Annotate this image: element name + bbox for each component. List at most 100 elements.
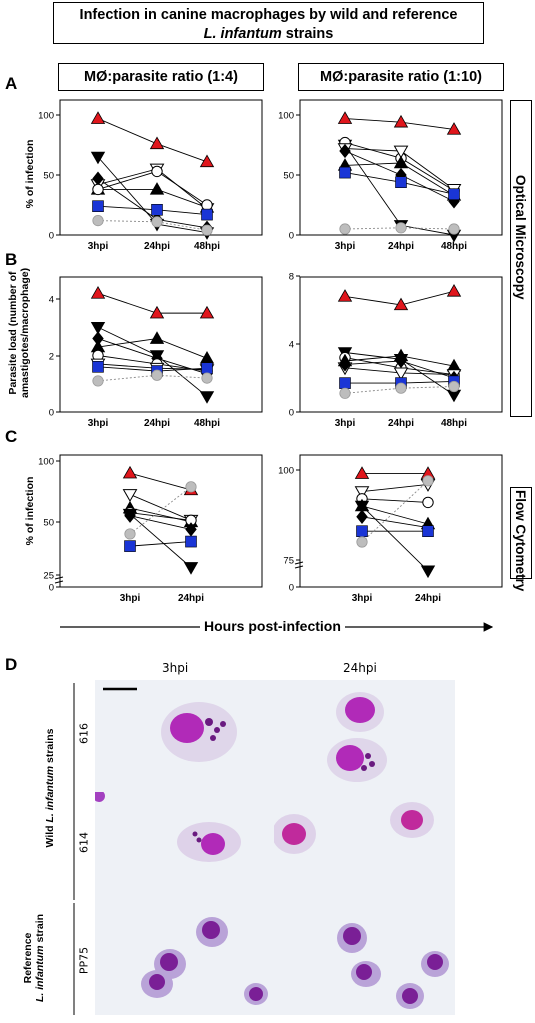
ytick-label-c2-0: 0 (49, 408, 54, 419)
figure-title-line1: Infection in canine macrophages by wild … (79, 7, 458, 23)
xtick-label-c0-2: 48hpi (194, 241, 220, 252)
xtick-label-c3-2: 48hpi (441, 418, 467, 429)
group-ref-italic: L. infantum (34, 945, 46, 1003)
point-c1-s5-p0 (339, 143, 351, 159)
chart-frame-2 (59, 276, 263, 413)
xtick-label-c3-0: 3hpi (335, 418, 356, 429)
series-line-c4-s0 (129, 472, 192, 491)
ytick-label-c2-2: 4 (49, 295, 54, 306)
point-c2-s7-p0 (92, 375, 104, 387)
ytick-label-c5-2: 100 (278, 466, 294, 477)
series-line-c5-s2 (361, 498, 429, 503)
micrograph-616-24hpi (274, 680, 455, 792)
point-c3-s7-p0 (339, 387, 351, 399)
xtick-label-c5-1: 24hpi (415, 593, 441, 604)
series-line-c2-s0 (97, 292, 207, 314)
micrograph-614-3hpi (95, 792, 274, 902)
series-line-c4-s6 (129, 486, 192, 535)
ytick-label-c3-2: 8 (289, 272, 294, 283)
ytick-label-c0-0: 0 (49, 231, 54, 242)
point-c3-s5-p0 (339, 357, 351, 372)
figure-title-rest: strains (281, 26, 334, 42)
micrograph-614-24hpi (274, 792, 455, 902)
point-c3-s7-p2 (448, 380, 460, 393)
group-ref-line1: Reference (22, 932, 34, 984)
row-label-614: 614 (77, 832, 91, 853)
micro-col-24hpi: 24hpi (343, 661, 377, 675)
point-c2-s1-p0 (90, 321, 106, 335)
point-c0-s5-p1 (151, 165, 163, 178)
ytick-label-c3-1: 4 (289, 340, 294, 351)
point-c2-s3-p1 (149, 331, 165, 344)
ytick-label-c5-0: 0 (289, 583, 294, 594)
point-c1-s7-p0 (339, 223, 351, 235)
micrograph-616-3hpi (95, 680, 274, 792)
panel-label-c: C (5, 427, 18, 446)
point-c2-s3-p2 (199, 351, 215, 364)
point-c4-s0-p0 (122, 465, 138, 479)
point-c4-s7-p0 (124, 540, 136, 552)
micrograph-pp75-24hpi (274, 902, 455, 1015)
chart-frame-4 (59, 454, 263, 588)
flow-cytometry-box (510, 487, 532, 579)
series-line-c4-s2 (129, 507, 192, 523)
charts-canvas: 0 50 100 3hpi 24hpi 48hpi 0 50 100 3hpi 24hpi 48hpi… (38, 99, 503, 632)
xtick-label-c1-1: 24hpi (388, 241, 414, 252)
point-c1-s6-p1 (395, 176, 407, 188)
series-line-c5-s7 (361, 480, 429, 543)
group-wild-suffix: strains (44, 728, 56, 766)
point-c1-s7-p1 (395, 222, 407, 234)
point-c2-s6-p2 (201, 362, 213, 375)
point-c2-s0-p1 (149, 305, 165, 319)
series-line-c5-s3 (361, 505, 429, 525)
point-c5-s4-p0 (354, 500, 370, 514)
micro-col-3hpi: 3hpi (162, 661, 189, 675)
point-c5-s7-p1 (422, 475, 434, 487)
point-c0-s5-p2 (201, 199, 213, 211)
point-c3-s5-p1 (395, 353, 407, 369)
point-c2-s1-p2 (199, 391, 215, 404)
series-line-c5-s5 (361, 516, 429, 529)
series-line-c0-s5 (97, 170, 208, 206)
point-c0-s6-p1 (151, 204, 163, 216)
point-c3-s0-p0 (337, 289, 353, 302)
axis-break-b-c5 (294, 565, 304, 569)
ytick-label-c2-1: 2 (49, 352, 54, 363)
group-label-reference: Reference L. infantum strain (22, 893, 48, 1023)
series-line-c2-s7 (97, 374, 208, 382)
point-c0-s0-p2 (199, 154, 215, 168)
point-c2-s0-p2 (199, 305, 215, 319)
chart-frame-1 (299, 99, 503, 236)
ytick-label-c0-2: 100 (38, 111, 54, 122)
ytick-label-c4-2: 50 (43, 518, 54, 529)
point-c0-s7-p2 (201, 224, 213, 236)
point-c3-s0-p1 (393, 297, 409, 311)
xtick-label-c2-1: 24hpi (144, 418, 170, 429)
xtick-label-c2-0: 3hpi (88, 418, 109, 429)
point-c5-s7-p0 (356, 536, 368, 548)
point-c1-s0-p0 (337, 111, 353, 124)
figure-title-italic: L. infantum (203, 26, 282, 42)
series-line-c4-s1 (129, 494, 192, 521)
panel-label-a: A (5, 74, 18, 93)
group-label-wild: Wild L. infantum strains (44, 718, 56, 858)
point-c2-s6-p0 (92, 360, 104, 373)
point-c5-s4-p1 (420, 565, 436, 579)
point-c2-s0-p0 (90, 286, 106, 299)
xtick-label-c0-1: 24hpi (144, 241, 170, 252)
point-c2-s7-p2 (201, 372, 213, 384)
point-c0-s3-p1 (149, 182, 165, 195)
point-c2-s7-p1 (151, 369, 163, 381)
series-line-c4-s4 (129, 513, 192, 568)
point-c3-s0-p2 (446, 283, 462, 297)
group-ref-suffix: strain (34, 913, 46, 946)
point-c1-s0-p2 (446, 122, 462, 135)
group-wild-prefix: Wild (44, 822, 56, 848)
xtick-label-c5-0: 3hpi (352, 593, 373, 604)
point-c4-s7-p1 (185, 535, 197, 548)
series-line-c4-s5 (129, 515, 192, 530)
series-line-c5-s4 (361, 505, 429, 572)
point-c1-s3-p1 (393, 145, 409, 159)
point-c5-s6-p0 (356, 525, 368, 538)
chart-frame-5 (299, 454, 503, 588)
